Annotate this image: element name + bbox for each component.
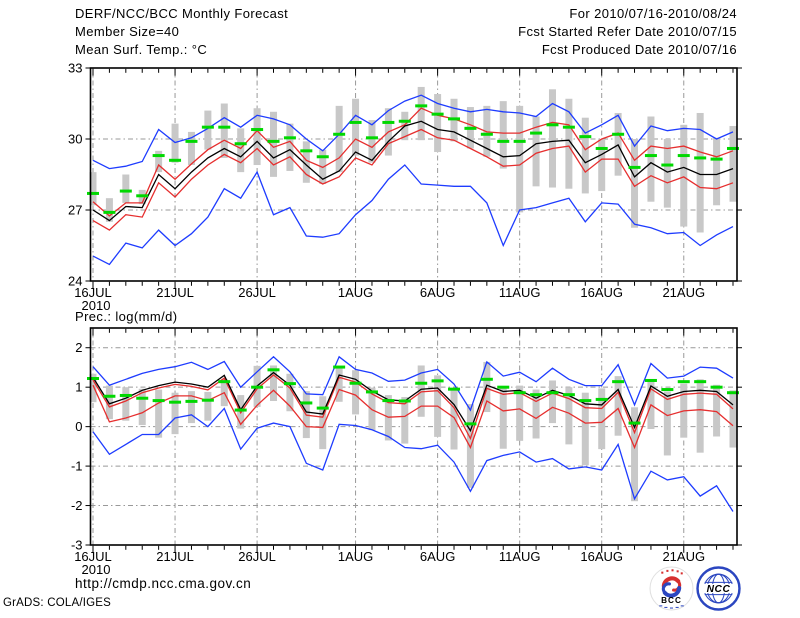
y-tick-label: 27 [68, 203, 82, 218]
series-upper-band-red [92, 107, 734, 217]
climatology-dashes [87, 365, 739, 426]
grads-credit: GrADS: COLA/IGES [3, 597, 112, 609]
plot-frame [89, 327, 738, 546]
gridlines [90, 328, 737, 545]
header-member-size: Member Size=40 [75, 24, 180, 39]
x-tick-label: 11AUG [499, 549, 541, 564]
bcc-logo-text: BCC [661, 596, 682, 605]
y-tick-label: 24 [68, 274, 82, 289]
series-lower-band-red [92, 128, 734, 231]
header-produced-date: Fcst Produced Date 2010/07/16 [541, 42, 737, 57]
axis-ticks [85, 67, 742, 289]
x-tick-label: 21JUL [156, 285, 194, 300]
series-upper-envelope-blue [92, 355, 734, 412]
x-tick-label: 16AUG [580, 549, 623, 564]
series-ensemble-mean-black [92, 371, 734, 433]
climatology-dashes [87, 104, 739, 214]
y-tick-label: 0 [75, 419, 82, 434]
series-ensemble-mean-black [92, 120, 734, 222]
plot-frame [89, 67, 738, 282]
x-tick-label: 1AUG [338, 285, 373, 300]
x-tick-label: 21AUG [662, 549, 705, 564]
x-tick-label: 16JUL [74, 285, 112, 300]
x-tick-label: 16AUG [580, 285, 623, 300]
ensemble-spread-bars [89, 86, 737, 233]
series-upper-envelope-blue [92, 94, 734, 170]
x-tick-label: 26JUL [238, 285, 276, 300]
bcc-ring-characters [661, 569, 683, 575]
x-tick-label: 21AUG [662, 285, 705, 300]
bcc-swirl-icon [661, 576, 682, 598]
ncc-text-band [702, 583, 735, 594]
series-lower-band-red [92, 384, 734, 450]
header-refer-date: Fcst Started Refer Date 2010/07/15 [518, 24, 737, 39]
bcc-logo: BCC [649, 566, 694, 611]
source-url: http://cmdp.ncc.cma.gov.cn [75, 576, 252, 591]
x-tick-label: 26JUL [238, 549, 276, 564]
axis-ticks [85, 328, 742, 553]
series-upper-band-red [92, 374, 734, 441]
header-temp-chart-title: Mean Surf. Temp.: °C [75, 42, 208, 57]
y-tick-label: -3 [71, 538, 83, 553]
series-lower-envelope-blue [92, 164, 734, 266]
y-tick-label: -2 [71, 498, 83, 513]
x-tick-label: 21JUL [156, 549, 194, 564]
x-tick-label: 6AUG [420, 549, 455, 564]
x-tick-label: 6AUG [420, 285, 455, 300]
ncc-logo-text: NCC [707, 584, 731, 595]
y-tick-label: 30 [68, 132, 82, 147]
y-tick-label: 33 [68, 61, 82, 76]
ncc-logo: NCC [696, 566, 741, 611]
bcc-ring-lower-text [659, 605, 684, 609]
precip-chart-title: Prec.: log(mm/d) [75, 309, 178, 324]
x-tick-sublabel: 2010 [82, 298, 111, 313]
y-tick-label: 1 [75, 380, 82, 395]
x-tick-label: 11AUG [499, 285, 541, 300]
header-product-title: DERF/NCC/BCC Monthly Forecast [75, 6, 289, 21]
y-tick-label: -1 [71, 459, 83, 474]
y-tick-label: 2 [75, 340, 82, 355]
x-tick-label: 16JUL [74, 549, 112, 564]
header-forecast-range: For 2010/07/16-2010/08/24 [569, 6, 737, 21]
series-lower-envelope-blue [92, 407, 734, 512]
x-tick-label: 1AUG [338, 549, 373, 564]
x-tick-sublabel: 2010 [82, 562, 111, 577]
